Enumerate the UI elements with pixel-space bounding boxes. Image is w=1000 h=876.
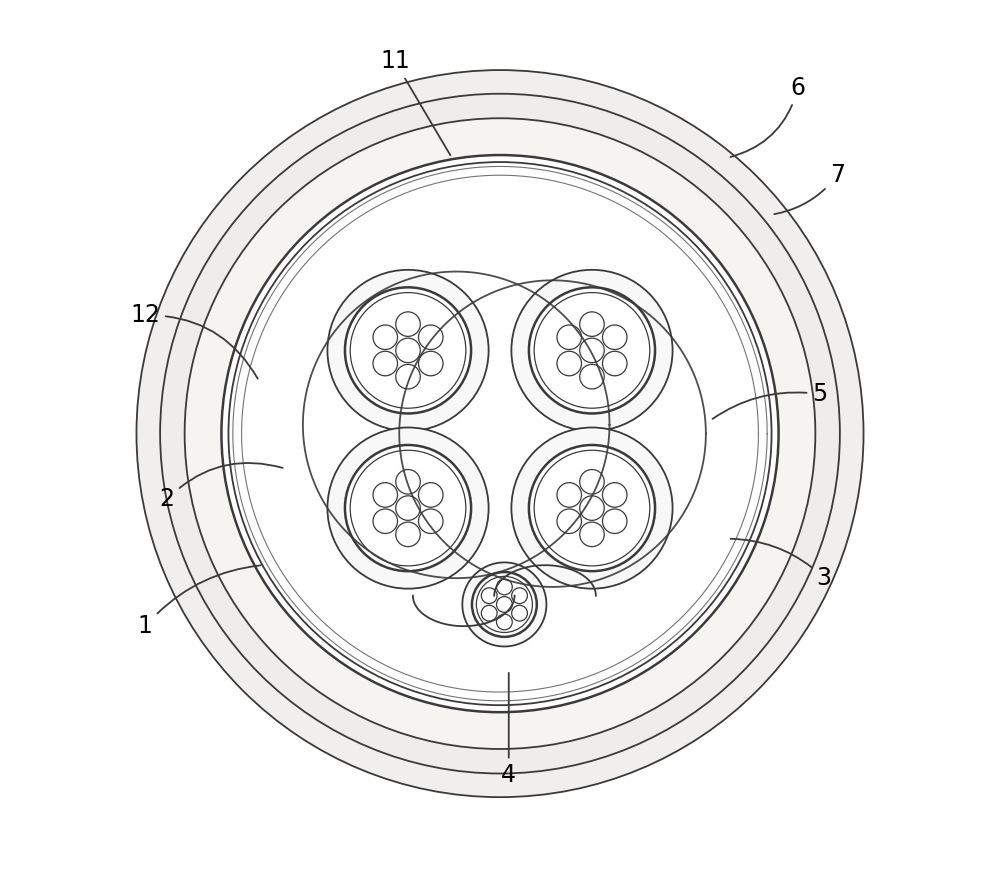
Circle shape [557, 351, 581, 376]
Circle shape [160, 94, 840, 774]
Circle shape [512, 588, 527, 604]
Circle shape [580, 496, 604, 520]
Circle shape [534, 293, 650, 408]
Circle shape [511, 427, 673, 589]
Circle shape [185, 118, 815, 749]
Circle shape [373, 325, 398, 350]
Circle shape [345, 445, 471, 571]
Text: 4: 4 [501, 673, 516, 788]
Circle shape [580, 470, 604, 494]
Circle shape [396, 364, 420, 389]
Text: 3: 3 [731, 539, 832, 590]
Circle shape [512, 605, 527, 621]
Circle shape [557, 483, 581, 507]
Text: 5: 5 [713, 382, 827, 419]
Circle shape [481, 605, 497, 621]
Circle shape [419, 325, 443, 350]
Text: 11: 11 [380, 49, 450, 155]
Circle shape [602, 483, 627, 507]
Circle shape [419, 483, 443, 507]
Circle shape [476, 576, 532, 632]
Circle shape [419, 509, 443, 533]
Circle shape [350, 293, 466, 408]
Circle shape [327, 270, 489, 431]
Circle shape [462, 562, 546, 646]
Circle shape [534, 450, 650, 566]
Circle shape [529, 287, 655, 413]
Circle shape [472, 572, 537, 637]
Circle shape [396, 338, 420, 363]
Circle shape [221, 155, 779, 712]
Circle shape [602, 351, 627, 376]
Text: 12: 12 [130, 303, 258, 378]
Circle shape [373, 351, 398, 376]
Circle shape [580, 338, 604, 363]
Circle shape [496, 614, 512, 630]
Circle shape [419, 351, 443, 376]
Circle shape [396, 496, 420, 520]
Circle shape [345, 287, 471, 413]
Circle shape [228, 162, 772, 705]
Circle shape [557, 509, 581, 533]
Text: 2: 2 [160, 463, 283, 512]
Circle shape [511, 270, 673, 431]
Circle shape [580, 312, 604, 336]
Circle shape [496, 597, 512, 612]
Circle shape [396, 522, 420, 547]
Circle shape [327, 427, 489, 589]
Circle shape [602, 325, 627, 350]
Circle shape [529, 445, 655, 571]
Circle shape [373, 483, 398, 507]
Circle shape [396, 470, 420, 494]
Circle shape [602, 509, 627, 533]
Circle shape [580, 364, 604, 389]
Text: 6: 6 [730, 75, 805, 157]
Text: 7: 7 [774, 163, 845, 214]
Circle shape [136, 70, 864, 797]
Text: 1: 1 [138, 565, 261, 639]
Circle shape [496, 579, 512, 595]
Circle shape [396, 312, 420, 336]
Circle shape [481, 588, 497, 604]
Circle shape [350, 450, 466, 566]
Circle shape [373, 509, 398, 533]
Circle shape [557, 325, 581, 350]
Circle shape [580, 522, 604, 547]
